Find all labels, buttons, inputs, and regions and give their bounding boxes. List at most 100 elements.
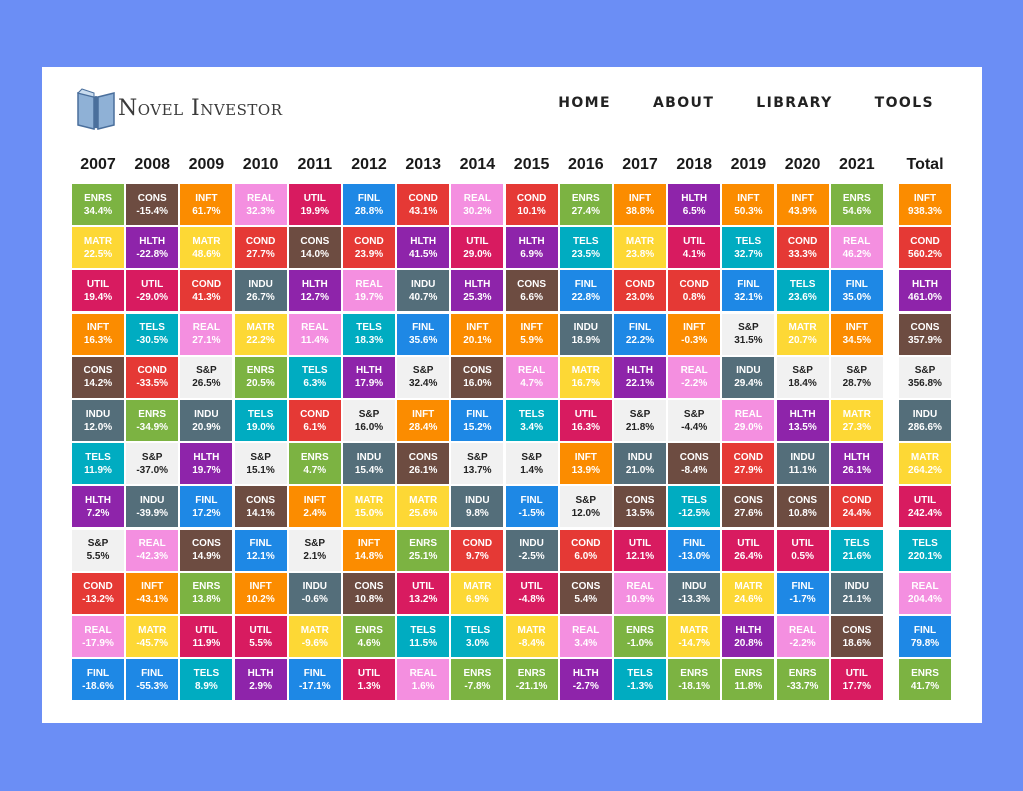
- sector-label: HLTH: [301, 278, 328, 290]
- sector-label: FINL: [628, 322, 652, 334]
- return-value: 286.6%: [908, 421, 942, 433]
- sector-label: S&P: [738, 322, 759, 334]
- sector-cell: S&P 356.8%: [899, 356, 951, 398]
- sector-label: INDU: [681, 581, 707, 593]
- sector-label: HLTH: [735, 624, 762, 636]
- sector-cell: REAL 4.7%: [505, 356, 558, 398]
- sector-label: FINL: [141, 667, 164, 679]
- sector-label: FINL: [791, 581, 814, 593]
- year-header: 2008: [134, 156, 170, 173]
- sector-cell: S&P 26.5%: [180, 356, 233, 398]
- return-value: 6.9%: [520, 248, 543, 260]
- return-value: -30.5%: [136, 335, 169, 347]
- sector-label: MATR: [625, 235, 655, 247]
- sector-cell: REAL 29.0%: [722, 400, 775, 441]
- sector-cell: FINL 22.8%: [559, 270, 612, 312]
- sector-label: INDU: [85, 408, 111, 420]
- sector-label: INFT: [249, 581, 272, 593]
- sector-label: HLTH: [85, 494, 111, 506]
- sector-cell: INFT 43.9%: [776, 184, 829, 225]
- return-value: -34.9%: [136, 421, 169, 433]
- nav-home[interactable]: HOME: [558, 95, 611, 111]
- nav-about[interactable]: ABOUT: [652, 95, 715, 111]
- sector-cell: COND 43.1%: [397, 184, 450, 225]
- return-value: 19.9%: [300, 205, 329, 217]
- return-value: 32.3%: [246, 205, 275, 217]
- return-value: 10.8%: [354, 594, 384, 606]
- total-header: Total: [906, 156, 944, 173]
- sector-label: COND: [571, 538, 601, 550]
- sector-label: FINL: [913, 624, 937, 636]
- sector-label: COND: [679, 278, 709, 290]
- return-value: -9.6%: [301, 637, 328, 649]
- return-value: -17.1%: [298, 680, 331, 692]
- sector-label: INDU: [194, 408, 219, 420]
- sector-label: INDU: [410, 278, 436, 290]
- sector-label: S&P: [792, 365, 813, 377]
- return-value: 20.8%: [734, 637, 763, 649]
- sector-cell: INDU 9.8%: [451, 486, 504, 528]
- sector-cell: INFT 38.8%: [614, 184, 666, 225]
- sector-label: ENRS: [571, 192, 600, 204]
- return-value: 26.1%: [409, 464, 438, 476]
- return-value: 41.3%: [192, 291, 221, 303]
- return-value: -21.1%: [515, 680, 548, 692]
- sector-label: INFT: [628, 192, 652, 204]
- year-header: 2021: [839, 156, 875, 173]
- return-value: 13.8%: [192, 594, 221, 606]
- return-value: 7.2%: [86, 507, 110, 519]
- main-nav: HOME ABOUT LIBRARY TOOLS: [558, 95, 934, 111]
- return-value: -13.0%: [678, 551, 711, 563]
- sector-cell: MATR -8.4%: [505, 616, 558, 657]
- return-value: -33.7%: [786, 680, 819, 692]
- return-value: 40.7%: [409, 291, 438, 303]
- sector-label: S&P: [250, 451, 271, 463]
- return-value: -8.4%: [681, 464, 708, 476]
- sector-label: MATR: [571, 365, 600, 377]
- return-value: -13.3%: [678, 594, 711, 606]
- sector-label: HLTH: [681, 192, 708, 204]
- return-value: 22.2%: [246, 335, 275, 347]
- nav-library[interactable]: LIBRARY: [756, 95, 833, 111]
- logo-text: Novel Investor: [118, 95, 283, 121]
- return-value: 16.3%: [83, 335, 113, 347]
- sector-label: REAL: [626, 581, 654, 593]
- return-value: 8.9%: [194, 680, 218, 692]
- return-value: 12.7%: [300, 291, 329, 303]
- sector-cell: REAL 30.2%: [451, 184, 504, 225]
- sector-cell: INFT 14.8%: [343, 529, 395, 571]
- sector-label: UTIL: [913, 494, 937, 506]
- sector-cell: ENRS 20.5%: [234, 356, 287, 398]
- return-value: -33.5%: [136, 378, 169, 390]
- return-value: 22.5%: [83, 248, 113, 260]
- sector-cell: REAL 46.2%: [830, 227, 883, 269]
- sector-label: UTIL: [520, 581, 543, 593]
- sector-label: COND: [245, 235, 276, 247]
- return-value: 204.4%: [908, 594, 942, 606]
- sector-label: HLTH: [139, 235, 166, 247]
- return-value: 50.3%: [734, 205, 763, 217]
- sector-label: INDU: [912, 408, 938, 420]
- sector-label: UTIL: [737, 538, 760, 550]
- return-value: 34.4%: [83, 205, 113, 217]
- return-value: 26.5%: [192, 378, 221, 390]
- sector-cell: FINL -18.6%: [72, 659, 124, 701]
- sector-label: S&P: [575, 494, 597, 506]
- sector-cell: COND 27.9%: [722, 443, 775, 485]
- sector-label: INFT: [357, 538, 381, 550]
- sector-cell: UTIL 11.9%: [180, 616, 233, 657]
- sector-cell: COND -13.2%: [72, 572, 124, 614]
- logo[interactable]: Novel Investor: [76, 83, 283, 133]
- sector-label: ENRS: [517, 667, 546, 679]
- sector-cell: INFT 2.4%: [288, 486, 341, 528]
- return-value: 22.1%: [625, 378, 655, 390]
- return-value: -13.2%: [82, 594, 114, 606]
- sector-label: UTIL: [845, 667, 868, 679]
- sector-cell: MATR 48.6%: [180, 227, 233, 269]
- sector-label: COND: [83, 581, 113, 593]
- return-value: 11.4%: [300, 335, 329, 347]
- sector-label: ENRS: [911, 667, 939, 679]
- sector-label: CONS: [625, 494, 655, 506]
- sector-cell: TELS 32.7%: [722, 227, 775, 269]
- nav-tools[interactable]: TOOLS: [874, 95, 934, 111]
